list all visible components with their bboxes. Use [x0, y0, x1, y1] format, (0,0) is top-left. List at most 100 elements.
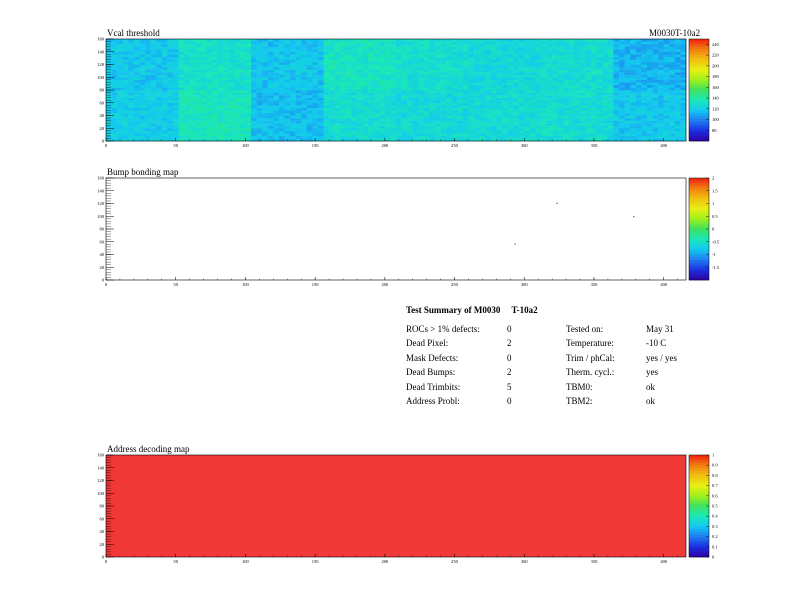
- threshold-cell: [301, 44, 308, 47]
- threshold-cell: [317, 77, 324, 81]
- threshold-cell: [535, 67, 542, 70]
- threshold-cell: [418, 77, 425, 81]
- threshold-cell: [329, 54, 335, 58]
- threshold-cell: [658, 138, 664, 142]
- threshold-cell: [635, 51, 642, 55]
- threshold-cell: [273, 39, 280, 42]
- palette-cell: [689, 523, 709, 527]
- threshold-cell: [390, 138, 397, 142]
- threshold-cell: [329, 69, 335, 73]
- threshold-cell: [306, 87, 313, 91]
- threshold-cell: [356, 79, 363, 83]
- threshold-cell: [462, 56, 469, 60]
- threshold-cell: [535, 39, 542, 42]
- threshold-cell: [624, 97, 631, 101]
- threshold-cell: [200, 61, 207, 65]
- threshold-cell: [290, 56, 296, 60]
- threshold-cell: [440, 41, 447, 45]
- threshold-cell: [184, 69, 190, 73]
- threshold-cell: [663, 115, 670, 119]
- threshold-cell: [407, 138, 413, 142]
- threshold-cell: [184, 118, 190, 121]
- threshold-cell: [490, 61, 497, 65]
- threshold-cell: [451, 110, 458, 114]
- threshold-cell: [239, 112, 246, 116]
- threshold-cell: [557, 120, 564, 124]
- threshold-cell: [117, 102, 123, 106]
- threshold-cell: [323, 95, 330, 98]
- threshold-cell: [306, 46, 313, 50]
- threshold-cell: [234, 118, 241, 121]
- threshold-cell: [663, 133, 670, 137]
- threshold-cell: [334, 90, 341, 93]
- threshold-cell: [563, 56, 570, 60]
- threshold-cell: [507, 56, 514, 60]
- threshold-cell: [574, 61, 581, 65]
- threshold-cell: [161, 90, 168, 93]
- threshold-cell: [362, 51, 369, 55]
- threshold-cell: [345, 84, 352, 88]
- threshold-cell: [290, 67, 296, 70]
- threshold-cell: [513, 105, 519, 109]
- threshold-cell: [373, 79, 380, 83]
- threshold-cell: [368, 69, 374, 73]
- threshold-cell: [106, 107, 112, 111]
- threshold-cell: [284, 90, 291, 93]
- threshold-cell: [340, 112, 347, 116]
- palette-cell: [689, 97, 709, 101]
- threshold-cell: [262, 105, 268, 109]
- threshold-cell: [167, 56, 174, 60]
- threshold-cell: [451, 97, 458, 101]
- threshold-cell: [541, 125, 547, 129]
- threshold-cell: [245, 107, 252, 111]
- threshold-cell: [256, 135, 263, 139]
- threshold-cell: [228, 56, 235, 60]
- threshold-cell: [619, 61, 625, 65]
- threshold-cell: [245, 54, 252, 58]
- threshold-cell: [602, 84, 609, 88]
- threshold-cell: [607, 95, 614, 98]
- threshold-cell: [106, 92, 112, 96]
- threshold-cell: [529, 97, 536, 101]
- threshold-cell: [585, 120, 592, 124]
- threshold-cell: [184, 44, 190, 47]
- threshold-cell: [635, 69, 642, 73]
- threshold-cell: [239, 110, 246, 114]
- threshold-cell: [423, 51, 430, 55]
- palette-cell: [689, 54, 709, 58]
- threshold-cell: [228, 135, 235, 139]
- threshold-cell: [501, 54, 508, 58]
- threshold-cell: [568, 87, 575, 91]
- threshold-cell: [340, 130, 347, 134]
- threshold-cell: [334, 92, 341, 96]
- threshold-cell: [362, 59, 369, 63]
- threshold-cell: [557, 84, 564, 88]
- threshold-cell: [228, 74, 235, 78]
- palette-cell: [689, 546, 709, 550]
- threshold-cell: [172, 112, 179, 116]
- threshold-cell: [206, 41, 213, 45]
- threshold-cell: [200, 82, 207, 86]
- threshold-cell: [368, 92, 374, 96]
- threshold-cell: [323, 90, 330, 93]
- threshold-cell: [133, 74, 140, 78]
- threshold-cell: [446, 118, 453, 121]
- threshold-cell: [128, 102, 135, 106]
- threshold-cell: [490, 125, 497, 129]
- threshold-cell: [418, 67, 425, 70]
- palette-cell: [689, 90, 709, 93]
- threshold-cell: [418, 69, 425, 73]
- threshold-cell: [529, 112, 536, 116]
- threshold-cell: [485, 92, 492, 96]
- threshold-cell: [239, 135, 246, 139]
- threshold-cell: [384, 69, 391, 73]
- threshold-cell: [106, 41, 112, 45]
- threshold-cell: [669, 74, 676, 78]
- bump-bonding-map: [106, 178, 686, 280]
- threshold-cell: [178, 74, 185, 78]
- threshold-cell: [557, 61, 564, 65]
- threshold-cell: [529, 51, 536, 55]
- threshold-cell: [435, 67, 441, 70]
- threshold-cell: [111, 56, 118, 60]
- threshold-cell: [278, 102, 285, 106]
